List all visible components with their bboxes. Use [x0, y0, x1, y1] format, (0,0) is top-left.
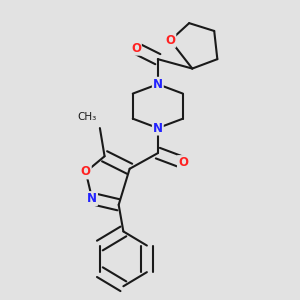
Text: O: O	[81, 165, 91, 178]
Text: N: N	[87, 192, 97, 205]
Text: CH₃: CH₃	[77, 112, 97, 122]
Text: N: N	[153, 122, 163, 135]
Text: O: O	[131, 42, 141, 55]
Text: O: O	[178, 156, 188, 169]
Text: N: N	[153, 78, 163, 91]
Text: O: O	[165, 34, 176, 47]
